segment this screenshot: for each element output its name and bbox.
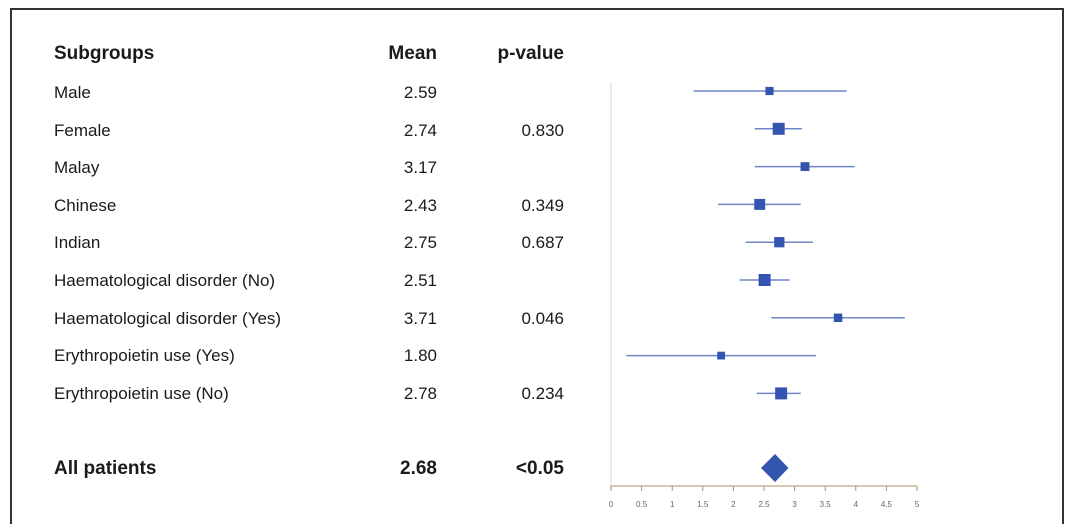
figure-frame — [10, 8, 1064, 524]
x-tick-label: 3.5 — [820, 500, 832, 509]
point-estimate — [774, 237, 785, 248]
point-estimate — [833, 313, 843, 323]
point-estimate — [717, 351, 726, 360]
row-label: Female — [54, 120, 111, 140]
x-tick-label: 5 — [915, 500, 920, 509]
x-tick-label: 0.5 — [636, 500, 648, 509]
row-label: Chinese — [54, 195, 117, 215]
row-mean: 3.17 — [403, 158, 437, 178]
point-estimate — [800, 162, 810, 172]
point-estimate — [765, 86, 774, 96]
x-tick-label: 2 — [731, 500, 736, 509]
row-mean: 2.74 — [403, 120, 437, 140]
row-mean: 2.51 — [403, 271, 437, 290]
row-mean: 2.43 — [403, 195, 437, 215]
row-mean: 2.59 — [403, 83, 437, 102]
point-estimate — [772, 122, 785, 135]
row-pvalue: 0.046 — [521, 308, 564, 328]
x-tick-label: 3 — [792, 500, 797, 509]
row-pvalue: 0.687 — [521, 233, 564, 253]
row-label: Erythropoietin use (Yes) — [54, 346, 235, 366]
overall-mean: 2.68 — [400, 458, 437, 479]
point-estimate — [754, 198, 766, 210]
x-tick-label: 0 — [609, 500, 614, 509]
x-tick-label: 2.5 — [758, 500, 770, 509]
row-label: Haematological disorder (Yes) — [54, 308, 282, 328]
row-label: Erythropoietin use (No) — [54, 383, 229, 403]
point-estimate — [775, 387, 788, 400]
point-estimate — [758, 274, 771, 286]
row-mean: 3.71 — [403, 308, 437, 328]
row-mean: 1.80 — [403, 346, 437, 366]
x-tick-label: 1.5 — [697, 500, 709, 509]
row-mean: 2.75 — [403, 233, 437, 253]
overall-label: All patients — [54, 458, 157, 479]
x-tick-label: 4 — [854, 500, 859, 509]
x-tick-label: 4.5 — [881, 500, 893, 509]
header-subgroups: Subgroups — [54, 43, 155, 64]
row-label: Malay — [54, 158, 100, 178]
row-label: Haematological disorder (No) — [54, 271, 276, 290]
row-pvalue: 0.349 — [521, 195, 564, 215]
overall-pvalue: <0.05 — [515, 458, 564, 479]
x-tick-label: 1 — [670, 500, 675, 509]
row-label: Male — [54, 83, 91, 102]
header-mean: Mean — [388, 43, 437, 64]
row-label: Indian — [54, 233, 101, 253]
overall-diamond — [760, 454, 789, 482]
header-pvalue: p-value — [497, 43, 564, 64]
row-pvalue: 0.234 — [521, 383, 564, 403]
row-mean: 2.78 — [403, 383, 437, 403]
row-pvalue: 0.830 — [521, 120, 564, 140]
